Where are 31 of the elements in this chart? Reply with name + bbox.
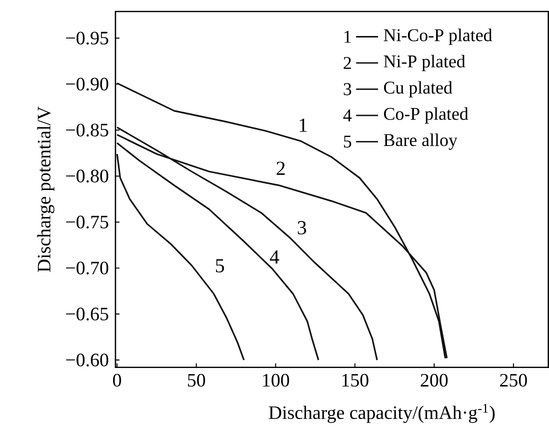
annotation: 2 xyxy=(276,162,285,175)
x-tick-label: 150 xyxy=(342,374,368,387)
y-tick-label: −0.65 xyxy=(66,308,108,321)
y-tick-label: −0.75 xyxy=(66,216,108,229)
x-tick-label: 50 xyxy=(188,374,206,387)
y-tick-label: −0.85 xyxy=(66,124,108,137)
x-tick-label: 200 xyxy=(420,374,448,387)
y-axis-title: Discharge potential/V xyxy=(37,106,54,272)
y-tick-label: −0.90 xyxy=(66,78,108,91)
y-tick-label: −0.70 xyxy=(66,262,108,275)
annotation: 3 xyxy=(344,83,352,96)
y-tick-label: −0.60 xyxy=(66,354,108,367)
annotation: 4 xyxy=(270,250,280,264)
legend-label: Co-P plated xyxy=(384,107,468,124)
x-tick-label: 250 xyxy=(500,374,527,387)
y-tick-label: −0.95 xyxy=(66,32,108,45)
x-tick-label: 0 xyxy=(113,374,122,387)
y-tick-label: −0.80 xyxy=(66,170,108,183)
legend-label: Cu plated xyxy=(384,81,452,98)
annotation: 4 xyxy=(343,110,352,122)
x-axis-title: Discharge capacity/(mAh·g$^{-1}$) xyxy=(268,404,495,424)
legend-label: Ni-P plated xyxy=(384,54,466,72)
x-tick-label: 100 xyxy=(263,374,290,387)
legend-label: Ni-Co-P plated xyxy=(384,28,492,45)
annotation: 1 xyxy=(344,30,351,43)
legend-label: Bare alloy xyxy=(384,134,458,150)
annotation: 5 xyxy=(344,136,352,148)
annotation: 1 xyxy=(300,118,307,132)
annotation: 2 xyxy=(344,57,351,69)
annotation: 5 xyxy=(216,259,224,272)
annotation: 3 xyxy=(298,221,306,234)
